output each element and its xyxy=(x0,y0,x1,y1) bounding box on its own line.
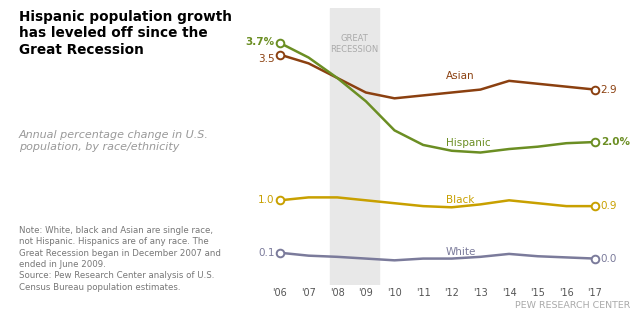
Text: 2.0%: 2.0% xyxy=(601,137,630,147)
Text: Hispanic population growth
has leveled off since the
Great Recession: Hispanic population growth has leveled o… xyxy=(19,10,232,57)
Text: Annual percentage change in U.S.
population, by race/ethnicity: Annual percentage change in U.S. populat… xyxy=(19,130,209,152)
Text: 3.7%: 3.7% xyxy=(246,37,275,47)
Text: Hispanic: Hispanic xyxy=(446,138,491,148)
Text: 2.9: 2.9 xyxy=(601,84,618,95)
Text: GREAT
RECESSION: GREAT RECESSION xyxy=(330,34,378,54)
Text: Black: Black xyxy=(446,195,474,205)
Text: 0.1: 0.1 xyxy=(259,248,275,258)
Text: 3.5: 3.5 xyxy=(258,54,275,64)
Text: 1.0: 1.0 xyxy=(259,195,275,205)
Text: White: White xyxy=(446,247,476,257)
Text: Note: White, black and Asian are single race,
not Hispanic. Hispanics are of any: Note: White, black and Asian are single … xyxy=(19,226,221,292)
Text: PEW RESEARCH CENTER: PEW RESEARCH CENTER xyxy=(515,301,630,310)
Text: 0.9: 0.9 xyxy=(601,201,617,211)
Text: Asian: Asian xyxy=(446,71,475,81)
Bar xyxy=(330,8,379,285)
Text: 0.0: 0.0 xyxy=(601,253,617,264)
